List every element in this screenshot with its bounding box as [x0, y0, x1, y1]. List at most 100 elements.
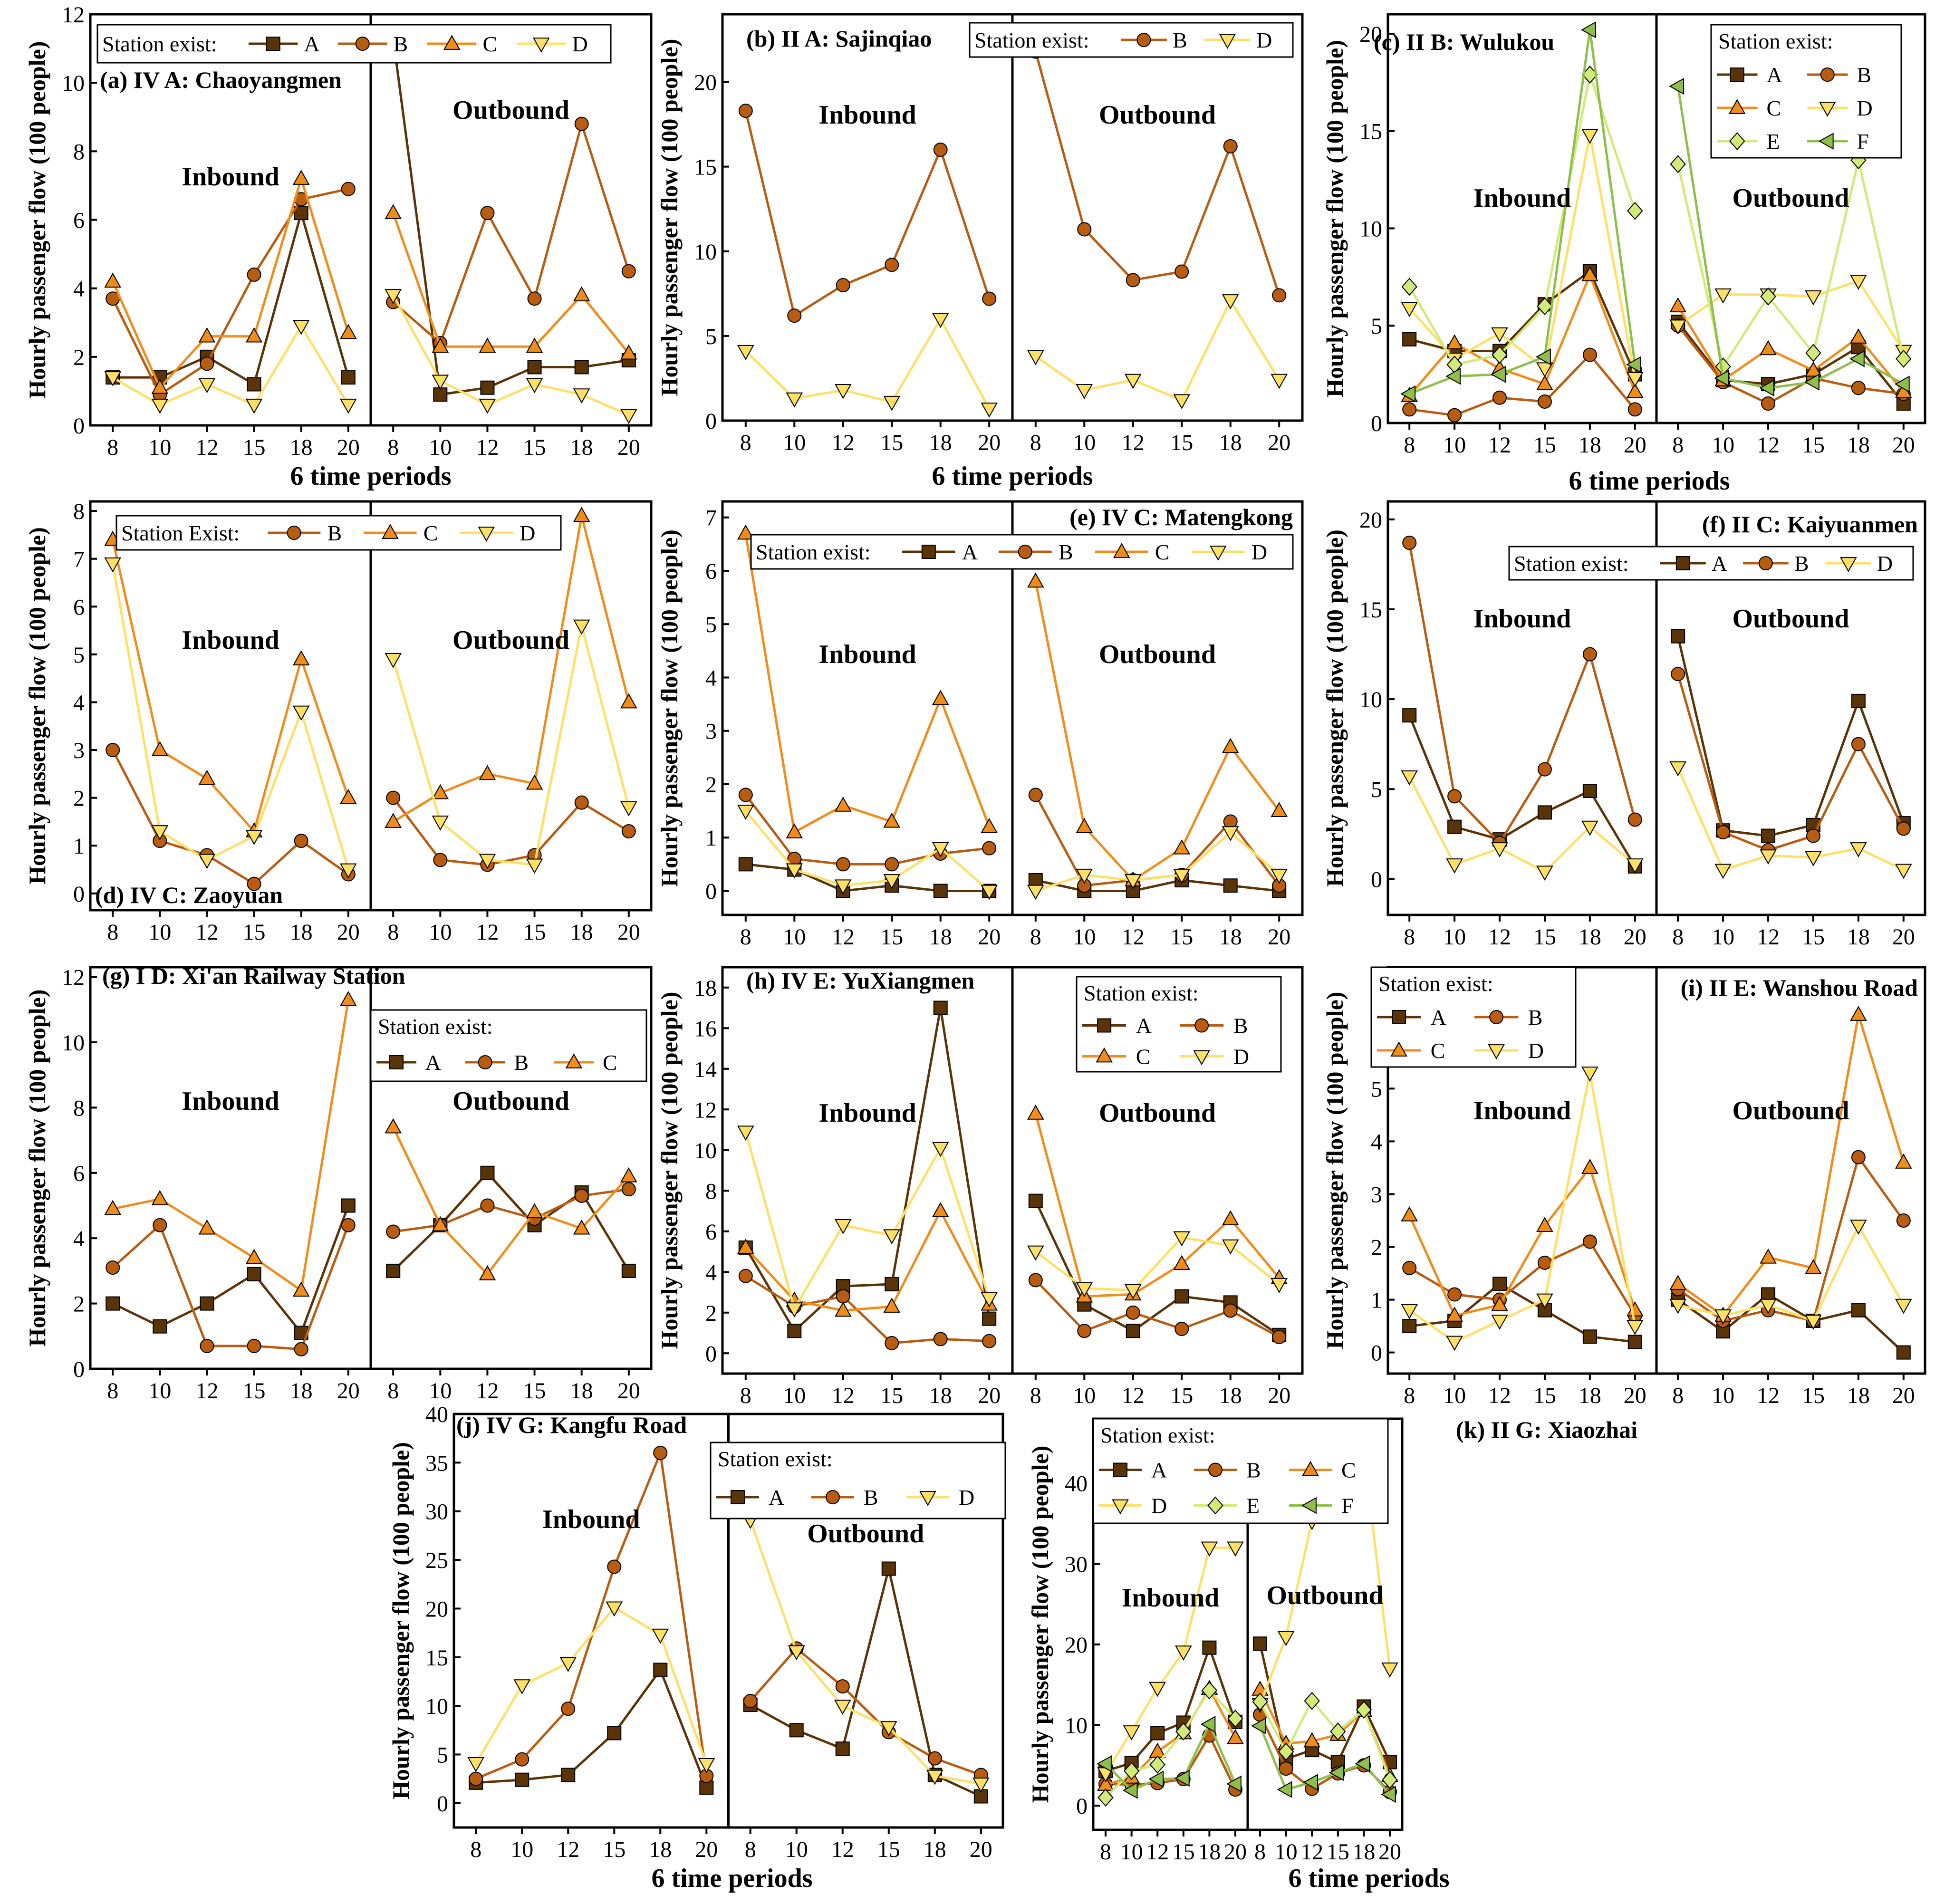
- x-tick-label: 8: [740, 430, 751, 455]
- data-point-inbound: [1491, 1296, 1508, 1311]
- series-line-inbound: [744, 1208, 991, 1312]
- x-tick-label: 18: [1219, 430, 1242, 455]
- data-point-inbound: [1582, 647, 1597, 662]
- data-point-inbound: [1402, 536, 1417, 550]
- legend-marker: [1207, 1496, 1223, 1515]
- series-line-outbound: [1677, 1293, 1905, 1354]
- inbound-label: Inbound: [182, 625, 279, 655]
- data-point-outbound: [1851, 1303, 1866, 1317]
- x-tick-label: 8: [1672, 433, 1684, 458]
- y-axis-label: Hourly passenger flow (100 people): [24, 41, 50, 399]
- data-point-outbound: [479, 337, 496, 353]
- data-point-inbound: [200, 356, 214, 371]
- series-line-inbound: [1408, 1240, 1636, 1317]
- data-point-inbound: [1536, 348, 1551, 365]
- data-point-outbound: [789, 1723, 804, 1738]
- legend-entry-label: A: [425, 1050, 441, 1075]
- data-point-outbound: [1760, 1298, 1777, 1314]
- inbound-label: Inbound: [182, 1087, 279, 1116]
- outbound-label: Outbound: [452, 96, 569, 125]
- x-tick-label: 10: [1073, 430, 1096, 455]
- legend-marker: [389, 1055, 404, 1069]
- legend-entry-label: D: [1251, 540, 1267, 564]
- data-point-outbound: [1896, 349, 1912, 368]
- x-tick-label: 10: [1443, 433, 1466, 458]
- x-tick-label: 15: [1533, 924, 1556, 950]
- y-tick-label: 15: [694, 155, 717, 180]
- data-point-inbound: [1097, 1755, 1112, 1772]
- legend-marker: [1210, 546, 1227, 561]
- data-point-inbound: [1492, 346, 1508, 364]
- legend-entry-label: C: [483, 32, 498, 56]
- legend-marker: [1219, 34, 1236, 49]
- data-point-outbound: [1356, 1701, 1372, 1719]
- series-line-outbound: [392, 119, 630, 346]
- x-tick-label: 12: [831, 1837, 854, 1862]
- data-point-inbound: [933, 884, 948, 898]
- data-point-inbound: [247, 1267, 261, 1281]
- x-tick-label: 18: [1579, 433, 1601, 458]
- y-tick-label: 5: [705, 324, 717, 349]
- data-point-inbound: [932, 842, 949, 857]
- data-point-outbound: [573, 619, 590, 635]
- x-tick-label: 8: [1030, 430, 1041, 455]
- series-B: [106, 116, 636, 402]
- y-tick-label: 10: [62, 1030, 85, 1056]
- outbound-label: Outbound: [1267, 1581, 1384, 1610]
- x-tick-label: 12: [1488, 433, 1511, 458]
- x-tick-label: 20: [1268, 924, 1290, 950]
- data-point-inbound: [513, 1679, 531, 1694]
- x-tick-label: 20: [337, 435, 360, 460]
- legend-entry-label: B: [864, 1485, 878, 1510]
- data-point-inbound: [1536, 1217, 1553, 1232]
- data-point-inbound: [1626, 858, 1644, 874]
- series-line-inbound: [1105, 1688, 1236, 1798]
- data-point-outbound: [574, 116, 589, 131]
- data-point-inbound: [1227, 1541, 1244, 1557]
- data-point-inbound: [339, 863, 357, 879]
- legend-title: Station exist:: [974, 28, 1089, 52]
- inbound-label: Inbound: [1473, 1096, 1571, 1125]
- y-tick-label: 2: [73, 345, 85, 370]
- y-axis-label: Hourly passenger flow (100 people): [1321, 40, 1348, 397]
- data-point-outbound: [479, 1265, 496, 1280]
- y-tick-label: 0: [73, 882, 85, 907]
- data-point-outbound: [1669, 319, 1687, 335]
- data-point-outbound: [1850, 1006, 1867, 1021]
- data-point-outbound: [880, 1721, 897, 1736]
- data-point-inbound: [341, 1198, 356, 1213]
- inbound-label: Inbound: [818, 1098, 916, 1128]
- y-tick-label: 5: [1371, 1077, 1382, 1102]
- y-tick-label: 10: [62, 71, 85, 96]
- legend-marker: [1758, 556, 1773, 570]
- data-point-outbound: [1277, 1781, 1292, 1798]
- data-point-inbound: [932, 313, 949, 328]
- x-tick-label: 10: [1073, 924, 1096, 950]
- data-point-inbound: [738, 857, 753, 872]
- legend-marker: [1302, 1461, 1319, 1476]
- data-point-inbound: [606, 1601, 623, 1617]
- x-tick-label: 10: [429, 920, 452, 945]
- data-point-inbound: [738, 788, 753, 802]
- data-point-outbound: [926, 1769, 943, 1785]
- data-point-inbound: [467, 1757, 485, 1772]
- data-point-inbound: [104, 557, 122, 573]
- data-point-outbound: [1670, 155, 1686, 173]
- data-point-inbound: [786, 823, 803, 838]
- data-point-inbound: [1627, 202, 1643, 220]
- x-tick-label: 8: [1404, 433, 1415, 458]
- x-tick-label: 8: [470, 1837, 481, 1862]
- x-tick-label: 18: [1579, 1383, 1601, 1408]
- series-line-outbound: [1677, 321, 1905, 404]
- x-tick-label: 20: [1892, 433, 1915, 458]
- data-point-outbound: [1355, 1755, 1370, 1772]
- data-point-inbound: [933, 143, 948, 157]
- data-point-inbound: [294, 834, 308, 848]
- data-point-outbound: [1850, 328, 1867, 344]
- data-point-inbound: [1175, 1722, 1192, 1741]
- data-point-inbound: [151, 398, 169, 414]
- data-point-outbound: [1076, 384, 1093, 399]
- outbound-label: Outbound: [807, 1519, 924, 1548]
- data-point-inbound: [1201, 1681, 1218, 1700]
- x-tick-label: 20: [337, 920, 360, 945]
